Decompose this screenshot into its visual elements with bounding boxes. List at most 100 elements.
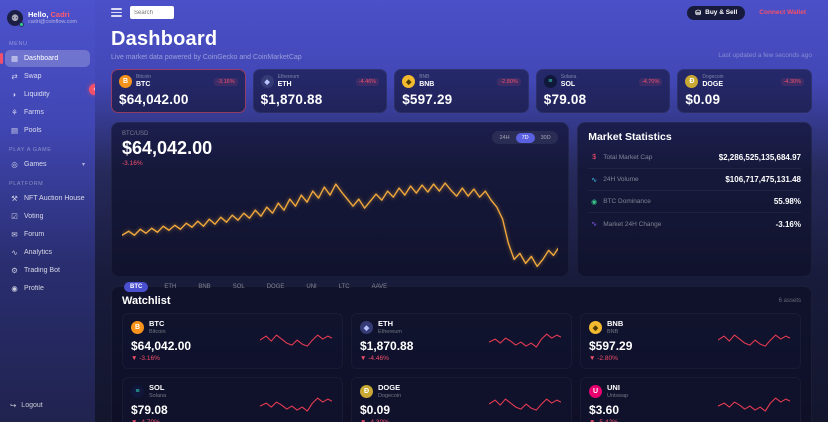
gamepad-icon: ◎ [11,160,18,169]
layers-icon: ▤ [10,126,19,135]
gavel-icon: ⚒ [11,194,18,203]
watchlist-item-bnb[interactable]: ◆ BNB BNB $597.29 ▼ -2.80% [580,313,801,370]
plant-icon: ⚘ [11,108,18,117]
sidebar-item-liquidity[interactable]: ◗ Liquidity [5,86,90,103]
sidebar-item-profile[interactable]: ◉ Profile [11,284,44,293]
dashboard-icon: ▦ [10,54,19,63]
price-card-doge[interactable]: Ð Dogecoin DOGE -4.30% $0.09 [677,69,812,114]
change-badge: -4.70% [638,77,663,86]
btc-coin-icon: B [119,75,132,89]
bnb-coin-icon: ◆ [589,321,602,335]
sidebar-item-farms[interactable]: ⚘ Farms [11,108,44,117]
price-value: $79.08 [543,92,587,108]
price-line-chart [121,169,559,279]
buy-sell-button[interactable]: ⛁ Buy & Sell [687,5,746,20]
search-input[interactable] [130,6,174,19]
sidebar-collapse-button[interactable]: ‹ [89,84,100,95]
watchlist-item-eth[interactable]: ◆ ETH Ethereum $1,870.88 ▼ -4.46% [351,313,572,370]
market-statistics-panel: Market Statistics $ Total Market Cap $2,… [577,122,812,278]
user-email: cadri@coinflow.com [28,19,77,25]
coin-tab-bnb[interactable]: BNB [192,282,216,292]
sparkline-chart [489,398,561,411]
sidebar-item-games[interactable]: ◎ Games ▾ [11,160,85,169]
activity-icon: ∿ [591,221,598,229]
price-value: $0.09 [685,92,721,108]
chart-change: -3.16% [122,160,143,168]
coin-tab-eth[interactable]: ETH [158,282,182,292]
page-subtitle: Live market data powered by CoinGecko an… [111,54,302,61]
btc-dominance-icon: ◉ [591,198,598,206]
watchlist-item-btc[interactable]: B BTC Bitcoin $64,042.00 ▼ -3.16% [122,313,343,370]
change-badge: -3.16% [214,77,238,86]
main-content: ⛁ Buy & Sell Connect Wallet Dashboard Li… [95,0,828,422]
down-arrow-icon: ▼ [131,419,137,422]
watchlist-item-uni[interactable]: U UNI Uniswap $3.60 ▼ -5.42% [580,377,801,422]
coin-tab-btc[interactable]: BTC [124,281,149,292]
swap-icon: ⇄ [11,72,18,81]
down-arrow-icon: ▼ [131,355,138,363]
watchlist-item-doge[interactable]: Ð DOGE Dogecoin $0.09 ▼ -4.30% [351,377,572,422]
market-statistics-title: Market Statistics [588,131,672,144]
price-card-sol[interactable]: ≡ Solana SOL -4.70% $79.08 [535,69,671,114]
online-status-dot [19,22,24,27]
range-30d-button[interactable]: 30D [535,133,557,143]
stat-total-market-cap: $ Total Market Cap $2,286,525,135,684.97 [588,147,801,170]
price-cards-row: B Bitcoin BTC -3.16% $64,042.00 ◆ Ethere… [111,69,812,114]
price-card-bnb[interactable]: ◆ BNB BNB -2.80% $597.29 [394,69,529,114]
sidebar-item-dashboard[interactable]: ▦ Dashboard [0,50,90,67]
watchlist-item-sol[interactable]: ≡ SOL Solana $79.08 ▼ -4.70% [122,377,343,422]
price-chart-panel: BTC/USD $64,042.00 -3.16% 24H 7D 30D [111,122,570,292]
stat-market-24h-change: ∿ Market 24H Change -3.16% [588,213,801,235]
username: Cadri [50,10,70,19]
price-value: $1,870.88 [260,92,323,108]
connect-wallet-button[interactable]: Connect Wallet [753,6,812,19]
coin-tab-aave[interactable]: AAVE [366,282,394,292]
sidebar-item-voting[interactable]: ☑ Voting [11,212,44,221]
ballot-icon: ☑ [11,212,18,221]
sparkline-chart [260,334,332,347]
page-title: Dashboard [111,28,218,50]
eth-coin-icon: ◆ [360,321,373,335]
sol-coin-icon: ≡ [131,385,144,399]
chart-coin-tabs: BTC ETH BNB SOL DOGE UNI LTC AAVE [122,280,558,292]
range-24h-button[interactable]: 24H [494,133,516,143]
greeting-text: Hello, [28,10,49,19]
chart-current-price: $64,042.00 [122,138,213,159]
sidebar-item-trading-bot[interactable]: ⚙ Trading Bot [11,266,60,275]
down-arrow-icon: ▼ [360,419,366,422]
sparkline-chart [718,334,790,347]
sidebar-item-swap[interactable]: ⇄ Swap [11,72,42,81]
sidebar: ⚉ Hello, Cadri cadri@coinflow.com ‹ Menu… [0,0,100,422]
timeframe-switcher: 24H 7D 30D [492,131,559,145]
chat-icon: ✉ [11,230,18,239]
stat-btc-dominance: ◉ BTC Dominance 55.98% [588,191,801,214]
person-icon: ⚉ [10,12,20,23]
section-label-menu: Menu [9,41,28,47]
doge-coin-icon: Ð [685,75,699,89]
sidebar-item-forum[interactable]: ✉ Forum [11,230,45,239]
down-arrow-icon: ▼ [360,355,367,363]
price-card-eth[interactable]: ◆ Ethereum ETH -4.46% $1,870.88 [252,69,388,114]
menu-icon[interactable] [111,8,122,17]
range-7d-button[interactable]: 7D [515,132,535,143]
coin-tab-ltc[interactable]: LTC [333,282,356,292]
coin-tab-doge[interactable]: DOGE [261,282,291,292]
sparkline-chart [260,397,332,412]
bot-icon: ⚙ [11,266,18,275]
price-card-btc[interactable]: B Bitcoin BTC -3.16% $64,042.00 [111,69,246,114]
chart-icon: ∿ [11,248,18,257]
chevron-down-icon: ▾ [81,162,85,168]
price-value: $64,042.00 [119,92,189,108]
sidebar-item-analytics[interactable]: ∿ Analytics [11,248,53,257]
user-profile[interactable]: ⚉ Hello, Cadri cadri@coinflow.com [5,8,90,34]
coin-tab-uni[interactable]: UNI [300,282,322,292]
logout-button[interactable]: ↪ Logout [10,401,43,410]
page-header: Dashboard Live market data powered by Co… [111,28,812,61]
sidebar-item-nft-auction-house[interactable]: ⚒ NFT Auction House [11,194,85,203]
change-badge: -4.46% [355,77,380,86]
watchlist-title: Watchlist [122,295,171,308]
chevron-left-icon: ‹ [93,86,95,93]
sidebar-item-pools[interactable]: ▤ Pools [10,126,42,135]
person-icon: ◉ [11,284,18,293]
coin-tab-sol[interactable]: SOL [227,282,251,292]
